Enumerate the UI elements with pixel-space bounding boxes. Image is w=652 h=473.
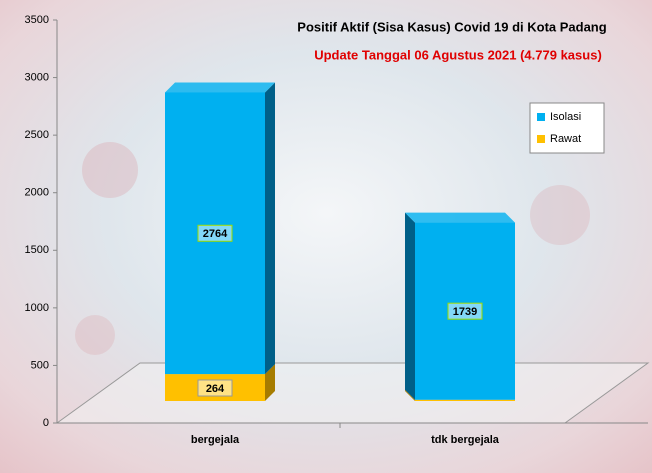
value-label: 2764: [203, 228, 228, 240]
y-tick-label: 2500: [25, 129, 49, 141]
floor: [55, 362, 650, 424]
decor: [530, 185, 590, 245]
value-label: 264: [206, 383, 225, 395]
bar-top: [165, 82, 275, 93]
decor: [82, 142, 138, 198]
y-tick-label: 2000: [25, 187, 49, 199]
y-tick-label: 1000: [25, 302, 49, 314]
y-tick-label: 3000: [25, 71, 49, 83]
chart-subtitle: Update Tanggal 06 Agustus 2021 (4.779 ka…: [314, 47, 602, 62]
bar-side: [265, 364, 275, 401]
y-tick-label: 1500: [25, 244, 49, 256]
bar-top: [405, 212, 515, 223]
legend-label: Isolasi: [550, 111, 581, 123]
y-tick-label: 500: [31, 359, 49, 371]
bar-side: [265, 82, 275, 375]
decor: [75, 315, 115, 355]
bar-side: [405, 212, 415, 400]
legend-label: Rawat: [550, 133, 581, 145]
legend: [529, 102, 605, 154]
chart-title: Positif Aktif (Sisa Kasus) Covid 19 di K…: [297, 19, 606, 34]
value-label-box: [197, 379, 233, 397]
value-label-box: [447, 302, 483, 320]
value-label: 1739: [453, 306, 477, 318]
bar: [415, 399, 515, 401]
legend-swatch: [537, 135, 545, 143]
x-tick-label: tdk bergejala: [431, 434, 500, 446]
y-tick-label: 0: [43, 417, 49, 429]
x-tick-label: bergejala: [191, 434, 240, 446]
y-tick-label: 3500: [25, 14, 49, 26]
legend-swatch: [537, 113, 545, 121]
value-label-box: [197, 224, 233, 242]
bar-side: [405, 389, 415, 401]
